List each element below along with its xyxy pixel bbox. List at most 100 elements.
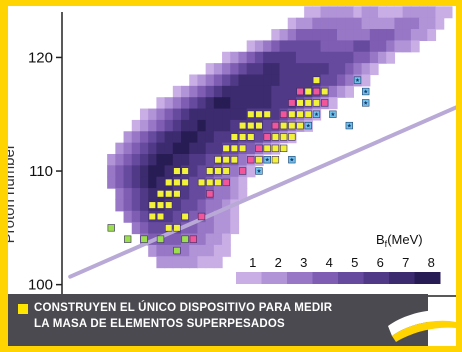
heatmap-cell	[394, 6, 404, 19]
heatmap-cell	[238, 97, 248, 110]
data-marker	[124, 235, 132, 243]
heatmap-cell	[263, 97, 272, 110]
heatmap-cell	[304, 51, 313, 64]
data-marker	[279, 144, 288, 152]
heatmap-cell	[295, 63, 305, 76]
heatmap-cell	[189, 74, 199, 87]
heatmap-cell	[271, 97, 281, 110]
heatmap-cell	[156, 244, 166, 257]
heatmap-cell	[402, 6, 412, 19]
heatmap-cell	[197, 131, 207, 144]
reference-line	[68, 105, 456, 279]
decorative-swoosh	[388, 309, 456, 342]
data-marker	[156, 201, 165, 209]
heatmap-cell	[361, 74, 371, 87]
heatmap-cell	[254, 51, 264, 64]
heatmap-cell	[369, 40, 379, 53]
heatmap-cell	[246, 142, 256, 155]
heatmap-cell	[410, 29, 420, 41]
data-marker	[247, 110, 255, 118]
colorbar-swatch	[287, 272, 313, 284]
heatmap-cell	[271, 108, 281, 121]
colorbar-tick-label: 7	[402, 255, 409, 270]
heatmap-cell	[312, 40, 322, 53]
heatmap-cell	[197, 74, 207, 87]
heatmap-cell	[394, 29, 404, 41]
heatmap-cell	[336, 40, 346, 53]
data-marker	[222, 144, 230, 152]
heatmap-cell	[213, 244, 223, 257]
heatmap-cell	[164, 165, 174, 178]
data-marker	[271, 133, 280, 141]
data-marker	[271, 144, 280, 152]
data-marker	[173, 246, 181, 255]
data-marker	[288, 133, 296, 141]
heatmap-cell	[295, 51, 305, 64]
heatmap-cell	[115, 154, 125, 166]
heatmap-cell	[172, 154, 182, 166]
data-marker	[296, 87, 304, 96]
heatmap-cell	[131, 131, 141, 144]
heatmap-cell	[295, 29, 305, 41]
data-marker	[238, 144, 247, 152]
data-marker	[214, 178, 222, 187]
heatmap-cell	[172, 97, 182, 110]
heatmap-cell	[427, 29, 437, 41]
heatmap-cell	[230, 74, 240, 87]
heatmap-cell	[287, 85, 297, 98]
heatmap-cell	[156, 176, 166, 189]
heatmap-cell	[378, 51, 387, 64]
heatmap-cell	[213, 199, 223, 212]
heatmap-cell	[131, 199, 141, 212]
heatmap-cell	[246, 85, 256, 98]
colorbar-swatch	[261, 272, 288, 284]
data-marker	[206, 178, 214, 187]
heatmap-cell	[443, 6, 453, 19]
data-marker	[279, 121, 288, 130]
data-marker	[304, 87, 312, 96]
heatmap-cell	[345, 29, 354, 41]
heatmap-cell	[263, 63, 272, 76]
data-marker	[165, 178, 173, 187]
heatmap-cell	[328, 6, 338, 19]
caption-line-1: CONSTRUYEN EL ÚNICO DISPOSITIVO PARA MED…	[34, 302, 333, 314]
heatmap-cell	[213, 74, 223, 87]
star-glyph	[355, 78, 360, 82]
data-marker	[304, 110, 312, 118]
heatmap-cell	[279, 63, 289, 76]
heatmap-cell	[172, 85, 182, 98]
data-marker	[247, 156, 255, 164]
data-marker	[230, 156, 239, 164]
heatmap-cell	[213, 85, 223, 98]
heatmap-cell	[205, 256, 215, 269]
heatmap-cell	[312, 29, 322, 41]
heatmap-cell	[304, 6, 313, 19]
heatmap-cell	[164, 97, 174, 110]
heatmap-cell	[148, 154, 157, 166]
heatmap-cell	[230, 85, 240, 98]
star-glyph	[363, 89, 368, 94]
heatmap-cell	[131, 119, 141, 132]
heatmap-cell	[205, 97, 215, 110]
marker-layer: Z=117	[107, 76, 405, 255]
heatmap-cell	[205, 142, 215, 155]
colorbar-swatch	[236, 272, 262, 284]
heatmap-cell	[181, 119, 190, 132]
heatmap-cell	[287, 40, 297, 53]
heatmap-cell	[336, 51, 346, 64]
annotation-label: Z=117	[376, 88, 405, 99]
heatmap-cell	[361, 6, 371, 19]
heatmap-cell	[115, 188, 125, 201]
heatmap-cell	[295, 74, 305, 87]
data-marker	[263, 110, 271, 118]
heatmap-cell	[222, 51, 231, 64]
heatmap-cell	[328, 40, 338, 53]
heatmap-cell	[139, 210, 149, 223]
heatmap-cell	[107, 154, 116, 166]
data-marker	[321, 87, 329, 96]
reference-line-layer	[68, 105, 456, 279]
data-marker	[312, 76, 321, 84]
heatmap-cell	[361, 17, 371, 30]
heatmap-cell	[328, 17, 338, 30]
data-marker	[255, 144, 263, 152]
